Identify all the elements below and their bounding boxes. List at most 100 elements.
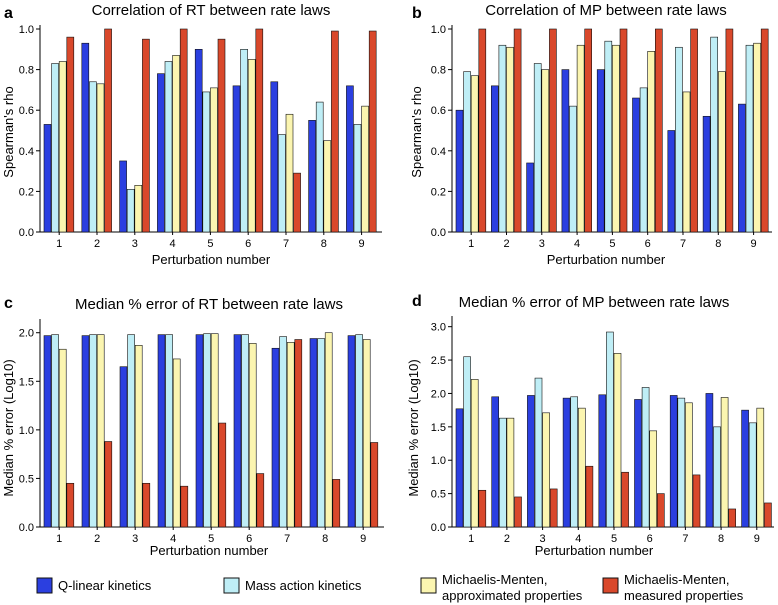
panel-c-bar-9-s2 [355, 334, 363, 528]
panel-d-bar-8-s4 [728, 508, 737, 528]
panel-b-bar-7-s1 [667, 130, 676, 233]
panel-b-bar-9-s3 [753, 42, 761, 233]
panel-a-ylabel: Spearman's rho [1, 86, 16, 177]
panel-d-bar-3-s3 [542, 412, 550, 528]
panel-d-bar-1-s2 [463, 356, 471, 528]
panel-a-bar-5-s2 [202, 91, 211, 233]
panel-a-bar-6-s4 [255, 28, 264, 233]
panel-a-y-tick-label: 1.0 [19, 24, 34, 36]
panel-d-bar-3-s1 [527, 395, 535, 528]
panel-b-bar-8-s2 [710, 36, 719, 233]
panel-d-bar-3-s2 [534, 377, 543, 528]
panel-c-bar-3-s4 [142, 482, 151, 528]
panel-a-xlabel: Perturbation number [152, 252, 271, 267]
panel-c-y-tick-label: 2.0 [19, 328, 34, 340]
panel-d-letter: d [412, 293, 422, 310]
panel-b-bar-7-s4 [690, 28, 698, 233]
panel-b-y-tick-label: 0.8 [431, 65, 446, 77]
panel-b-bar-3-s3 [541, 69, 550, 233]
panel-a-chart: a Correlation of RT between rate laws Pe… [1, 2, 382, 267]
panel-a-x-tick-label: 9 [359, 238, 365, 250]
legend-swatch-q-linear [36, 577, 53, 594]
panel-c-x-tick-label: 2 [94, 533, 100, 545]
panel-b-bar-6-s2 [639, 87, 648, 233]
panel-c-bar-7-s2 [279, 336, 287, 528]
legend-label-mm-approximated-line1: Michaelis-Menten, [442, 572, 548, 587]
panel-c-bar-6-s2 [241, 334, 249, 528]
panel-c-bar-4-s1 [157, 334, 166, 528]
panel-d-bar-7-s3 [685, 402, 693, 528]
panel-c-y-tick-label: 0.5 [19, 473, 34, 485]
panel-a-y-tick-label: 0.4 [19, 146, 34, 158]
panel-b-bar-5-s1 [596, 69, 605, 233]
panel-d-bar-6-s2 [641, 387, 650, 528]
panel-b-bar-2-s2 [498, 44, 507, 233]
panel-c-bar-4-s3 [172, 358, 181, 528]
panel-d-bar-2-s1 [491, 396, 500, 528]
panel-c-bar-8-s2 [317, 338, 325, 528]
panel-a-bar-9-s4 [368, 30, 377, 233]
panel-c-title: Median % error of RT between rate laws [75, 296, 343, 313]
panel-d-y-tick-label: 1.0 [431, 455, 446, 467]
panel-c-bar-1-s3 [58, 348, 67, 528]
panel-b-bar-1-s2 [463, 71, 471, 233]
panel-c-bar-1-s4 [66, 482, 75, 528]
panel-d-chart: d Median % error of MP between rate laws… [406, 293, 774, 558]
panel-b-bar-9-s1 [738, 103, 746, 233]
panel-b-bar-6-s1 [632, 97, 640, 233]
panel-a-bar-2-s4 [104, 28, 112, 233]
panel-c-bar-3-s2 [127, 334, 135, 528]
panel-a-bar-8-s4 [331, 30, 339, 233]
panel-d-bar-6-s4 [656, 493, 665, 528]
panel-c-bars: 0.0 0.5 1.0 1.5 2.0 1 2 3 4 5 6 7 8 9 [19, 319, 384, 545]
panel-d-x-tick-label: 6 [647, 533, 653, 545]
legend-label-mm-measured-line2: measured properties [624, 588, 744, 603]
panel-d-x-tick-label: 3 [540, 533, 546, 545]
panel-c-y-tick-label: 1.0 [19, 425, 34, 437]
panel-c-bar-7-s4 [294, 339, 303, 528]
panel-b-y-tick-label: 0.6 [431, 105, 446, 117]
panel-c-bar-5-s4 [218, 422, 227, 528]
legend-swatch-mm-approximated [420, 577, 437, 594]
panel-b-bar-8-s4 [725, 28, 734, 233]
panel-c-x-tick-label: 5 [208, 533, 214, 545]
panel-b-x-tick-label: 5 [609, 238, 615, 250]
legend-item-mass-action: Mass action kinetics [223, 577, 362, 594]
panel-d-xlabel: Perturbation number [535, 543, 654, 558]
legend-label-q-linear: Q-linear kinetics [58, 578, 152, 593]
panel-a-bar-7-s4 [293, 172, 301, 233]
panel-d-y-tick-label: 2.0 [431, 388, 446, 400]
panel-a-bar-5-s1 [194, 48, 203, 233]
panel-c-bar-7-s1 [271, 347, 280, 528]
panel-a-bar-3-s1 [119, 160, 127, 233]
panel-d-bar-2-s2 [498, 417, 507, 528]
panel-a-y-tick-label: 0.0 [19, 227, 34, 239]
panel-d-y-tick-label: 0.0 [431, 522, 446, 534]
panel-d-bar-9-s3 [756, 407, 765, 528]
panel-d-ylabel: Median % error (Log10) [406, 359, 421, 496]
panel-b-bar-9-s4 [760, 28, 769, 233]
panel-c-bar-6-s1 [233, 334, 242, 528]
panel-b-title: Correlation of MP between rate laws [485, 2, 727, 19]
panel-a-bar-4-s4 [179, 28, 188, 233]
panel-b-x-tick-label: 7 [680, 238, 686, 250]
panel-c-bar-2-s1 [81, 335, 90, 528]
panel-a-bar-8-s1 [308, 120, 316, 233]
panel-b-bar-8-s1 [702, 115, 711, 233]
panel-a-bar-4-s1 [157, 73, 165, 233]
panel-c-x-tick-label: 6 [246, 533, 252, 545]
panel-d-bar-6-s1 [634, 399, 642, 528]
panel-c-x-tick-label: 1 [56, 533, 62, 545]
legend-item-q-linear: Q-linear kinetics [36, 577, 152, 594]
panel-d-bar-7-s4 [692, 474, 701, 528]
panel-a-bar-6-s3 [247, 59, 256, 233]
panel-b-x-tick-label: 3 [539, 238, 545, 250]
panel-a-bar-2-s3 [96, 83, 105, 233]
panel-c-bar-5-s1 [195, 334, 204, 528]
panel-b-y-tick-label: 1.0 [431, 24, 446, 36]
panel-a-bar-3-s4 [142, 38, 150, 233]
panel-c-bar-4-s2 [165, 334, 173, 528]
panel-d-x-tick-label: 4 [575, 533, 581, 545]
panel-a-bar-8-s2 [315, 101, 324, 233]
legend-item-mm-measured: Michaelis-Menten, measured properties [602, 572, 744, 603]
